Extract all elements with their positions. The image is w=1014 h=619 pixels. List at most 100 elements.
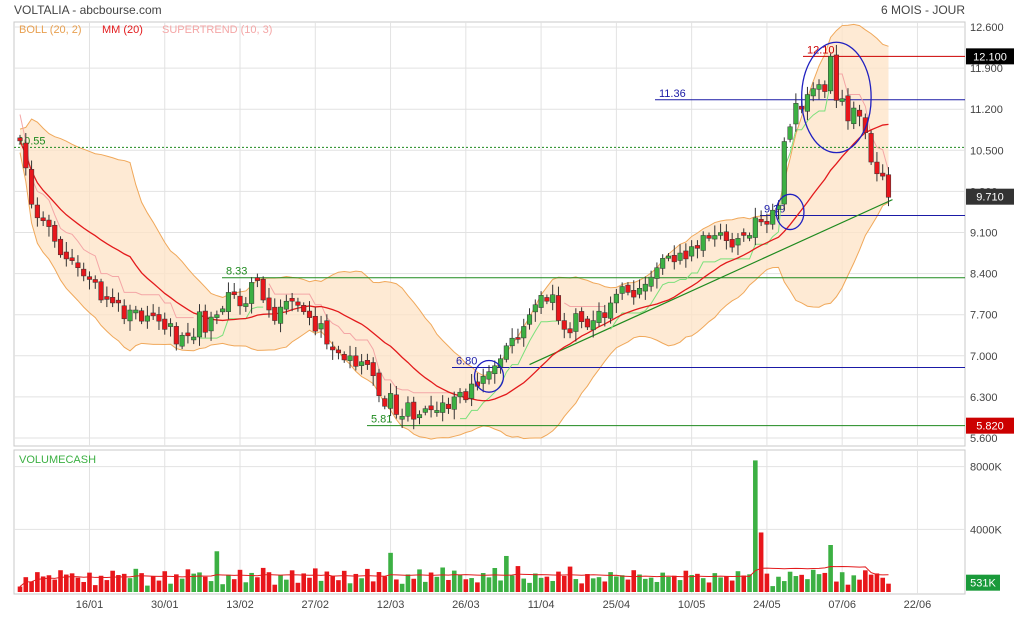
candle-body [839, 98, 845, 102]
candle-body [694, 245, 700, 249]
volume-bar [260, 567, 266, 592]
volume-bar [677, 580, 683, 592]
candle-body [515, 337, 521, 340]
volume-bar [735, 571, 741, 592]
candle-body [364, 360, 370, 365]
bollinger-bands [19, 23, 889, 440]
volume-bar [498, 580, 503, 592]
date-tick-label: 26/03 [452, 599, 480, 611]
candle-body [787, 126, 793, 140]
volume-bar [648, 577, 654, 592]
level-axis-tag [966, 48, 1014, 65]
volume-bar [863, 570, 868, 592]
volume-bar [776, 576, 781, 592]
candle-body [434, 410, 440, 413]
supertrend-line [199, 306, 264, 339]
candle-body [208, 316, 214, 332]
price-tick-label: 7.000 [970, 351, 998, 363]
volume-bar [69, 573, 75, 592]
date-tick-label: 24/05 [753, 599, 781, 611]
supertrend-line [268, 283, 455, 394]
volume-bar [284, 579, 289, 592]
candle-body [596, 310, 602, 323]
candle-body [75, 262, 81, 268]
volume-bar [527, 582, 532, 592]
volume-bar [162, 571, 168, 592]
candle-body [660, 258, 666, 269]
volume-bar [480, 573, 486, 592]
candle-body [480, 376, 486, 384]
candle-body [121, 305, 127, 320]
candlesticks [17, 44, 892, 430]
volume-tick-label: 4000K [970, 524, 1002, 536]
volume-bar [764, 573, 770, 592]
candle-body [700, 235, 706, 251]
candle-body [104, 296, 110, 300]
candle-body [196, 311, 203, 338]
volume-bar [631, 570, 637, 592]
volume-bar [874, 573, 880, 592]
date-tick-label: 13/02 [226, 599, 254, 611]
candle-body [220, 308, 226, 313]
volume-bar [440, 567, 445, 592]
candle-body [359, 361, 365, 366]
candle-body [509, 337, 515, 347]
volume-bar [550, 580, 555, 592]
candle-body [416, 414, 423, 419]
volume-bar [411, 578, 417, 592]
volume-bar [35, 572, 40, 592]
volume-bar [23, 577, 29, 592]
candle-body [440, 402, 446, 413]
last-price-tag [966, 188, 1014, 205]
volume-bar [17, 586, 23, 592]
volume-bar [608, 572, 613, 592]
candle-body [642, 283, 648, 292]
candle-body [370, 362, 376, 377]
volume-bar [336, 580, 341, 592]
volume-bar [753, 460, 758, 592]
date-axis: 16/01 30/01 13/02 27/02 12/03 26/03 11/04 25/04… [76, 599, 932, 611]
volume-bar [683, 570, 689, 592]
last-price-tag-text: 9.710 [976, 192, 1004, 204]
bollinger-lower [19, 152, 889, 440]
volume-bar [104, 580, 110, 592]
candle-body [173, 326, 179, 345]
volume-bar [295, 582, 301, 592]
candle-body [828, 56, 834, 92]
candle-body [399, 416, 405, 420]
candle-body [746, 235, 753, 239]
volume-bar [116, 575, 121, 592]
candle-body [764, 221, 770, 225]
level-label: 12.10 [807, 44, 835, 56]
candle-body [139, 310, 145, 322]
volume-bar [231, 579, 237, 592]
candle-body [127, 309, 133, 322]
candle-body [590, 320, 596, 331]
volume-bar [822, 572, 828, 592]
volume-bar [58, 570, 63, 592]
volume-bar [185, 569, 191, 592]
volume-bar [700, 578, 706, 592]
volume-bar [318, 580, 324, 592]
volume-bar [799, 574, 804, 592]
candle-body [388, 393, 394, 409]
candle-body [428, 405, 434, 411]
volume-bar [834, 581, 839, 592]
candle-body [822, 84, 828, 92]
date-tick-label: 10/05 [678, 599, 706, 611]
volume-bar [226, 574, 231, 592]
candle-body [92, 279, 98, 283]
price-tick-label: 10.500 [970, 145, 1004, 157]
volume-bar [533, 573, 538, 592]
volume-bar [307, 577, 312, 592]
annotations [473, 41, 872, 393]
candle-body [683, 250, 689, 260]
candle-body [503, 345, 509, 360]
volume-bar [758, 532, 764, 592]
candle-body [266, 297, 272, 311]
candle-body [532, 304, 538, 313]
candle-body [81, 268, 87, 277]
candle-body [648, 276, 654, 287]
volume-bar [359, 578, 364, 592]
trend-line [529, 199, 893, 366]
